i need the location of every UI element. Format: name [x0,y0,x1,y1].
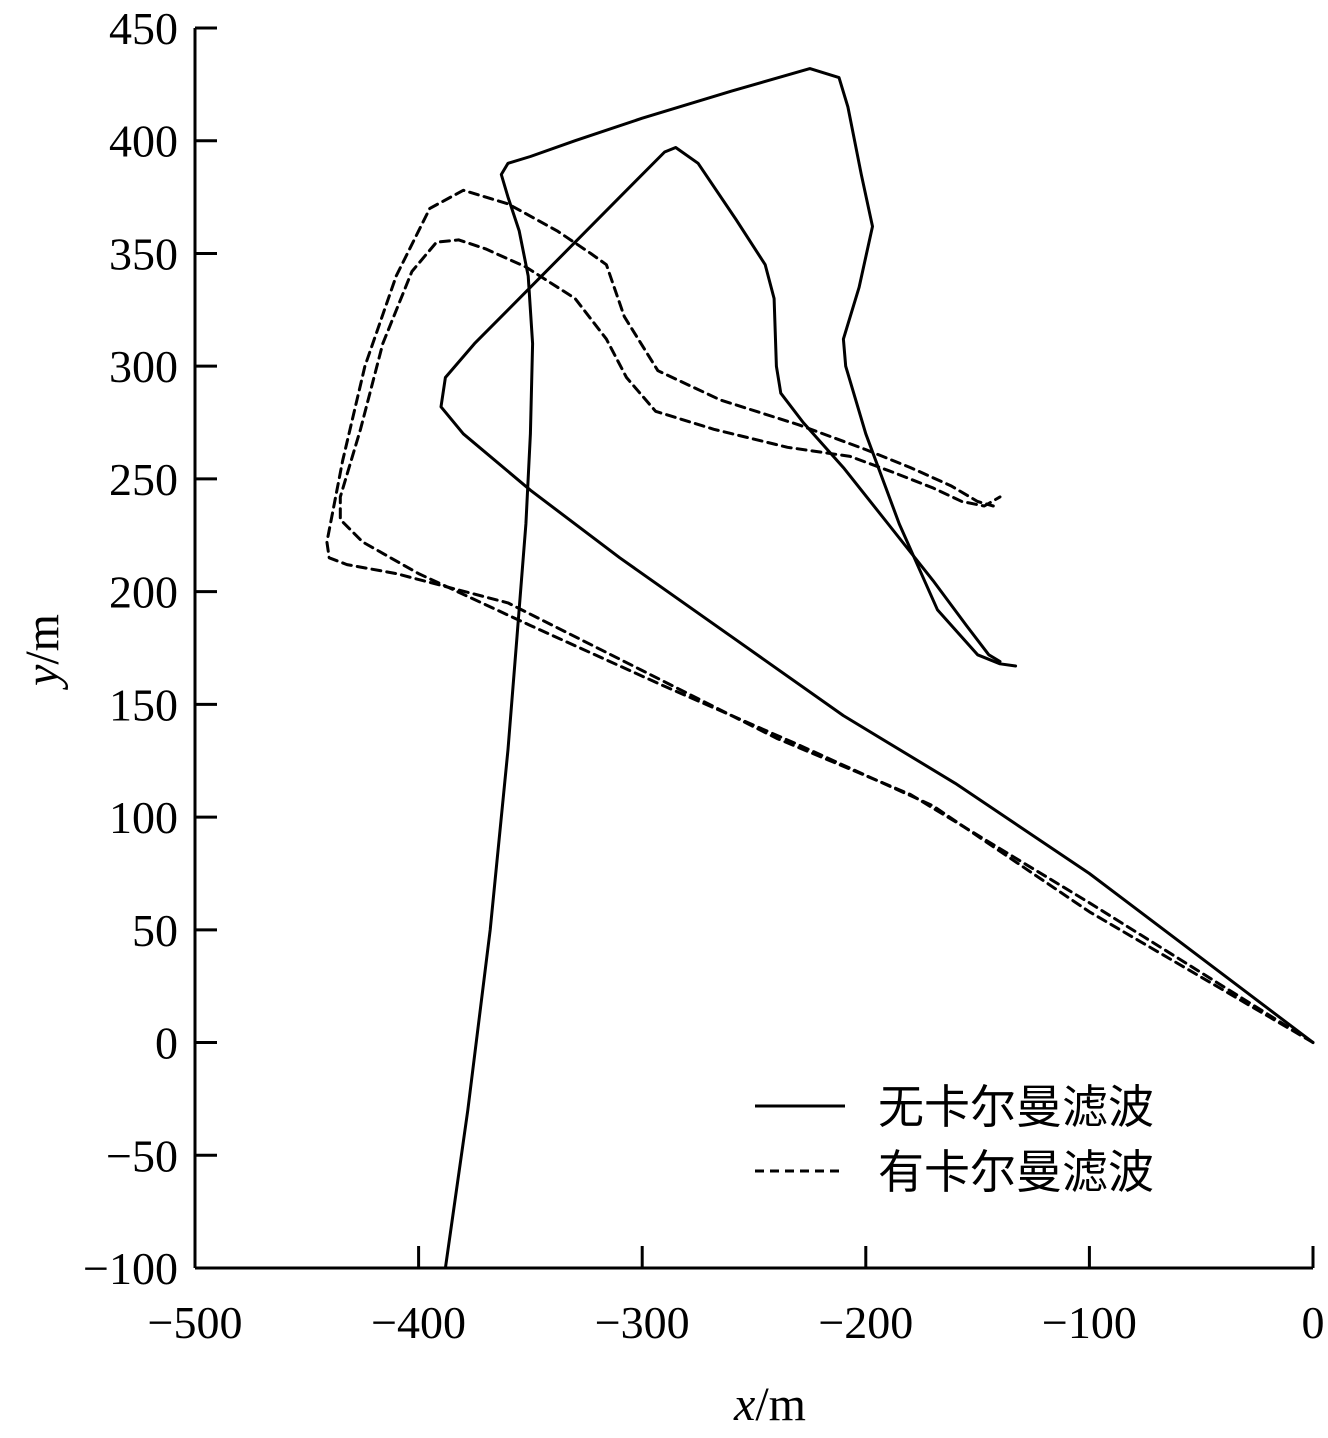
ticks: −500 −400 −300 −200 −100 0−100−50050100150200… [83,3,1324,1348]
x-tick-label: −400 [371,1297,466,1348]
x-tick-label: −300 [595,1297,690,1348]
legend-label-solid: 无卡尔曼滤波 [878,1080,1154,1134]
series-layer [325,67,1315,1270]
legend: 无卡尔曼滤波 有卡尔曼滤波 [755,1080,1154,1199]
y-tick-label: 250 [109,454,178,505]
x-tick-label: 0 [1302,1297,1325,1348]
x-axis-unit: /m [755,1378,806,1431]
y-tick-label: 350 [109,228,178,279]
series-line-dashed-2 [338,238,1315,1044]
x-tick-label: −500 [148,1297,243,1348]
y-tick-label: 50 [132,905,178,956]
y-tick-label: 300 [109,341,178,392]
y-axis-label: y/m [16,614,69,691]
x-axis-var: x [733,1378,755,1431]
y-tick-label: 400 [109,116,178,167]
y-tick-label: 450 [109,3,178,54]
y-tick-label: 200 [109,567,178,618]
series-line-solid-0 [443,67,1018,1270]
legend-label-dashed: 有卡尔曼滤波 [878,1145,1154,1199]
x-axis-label: x/m [733,1378,806,1431]
series-line-dashed-3 [325,188,1315,1044]
y-tick-label: 0 [155,1018,178,1069]
y-tick-label: −50 [106,1130,178,1181]
y-axis-unit: /m [16,614,69,665]
series-line-solid-1 [439,146,1315,1044]
y-tick-label: 100 [109,792,178,843]
y-tick-label: −100 [83,1243,178,1294]
x-tick-label: −200 [818,1297,913,1348]
y-axis-var: y [16,664,69,691]
axes [193,28,1313,1270]
x-tick-label: −100 [1042,1297,1137,1348]
y-tick-label: 150 [109,679,178,730]
